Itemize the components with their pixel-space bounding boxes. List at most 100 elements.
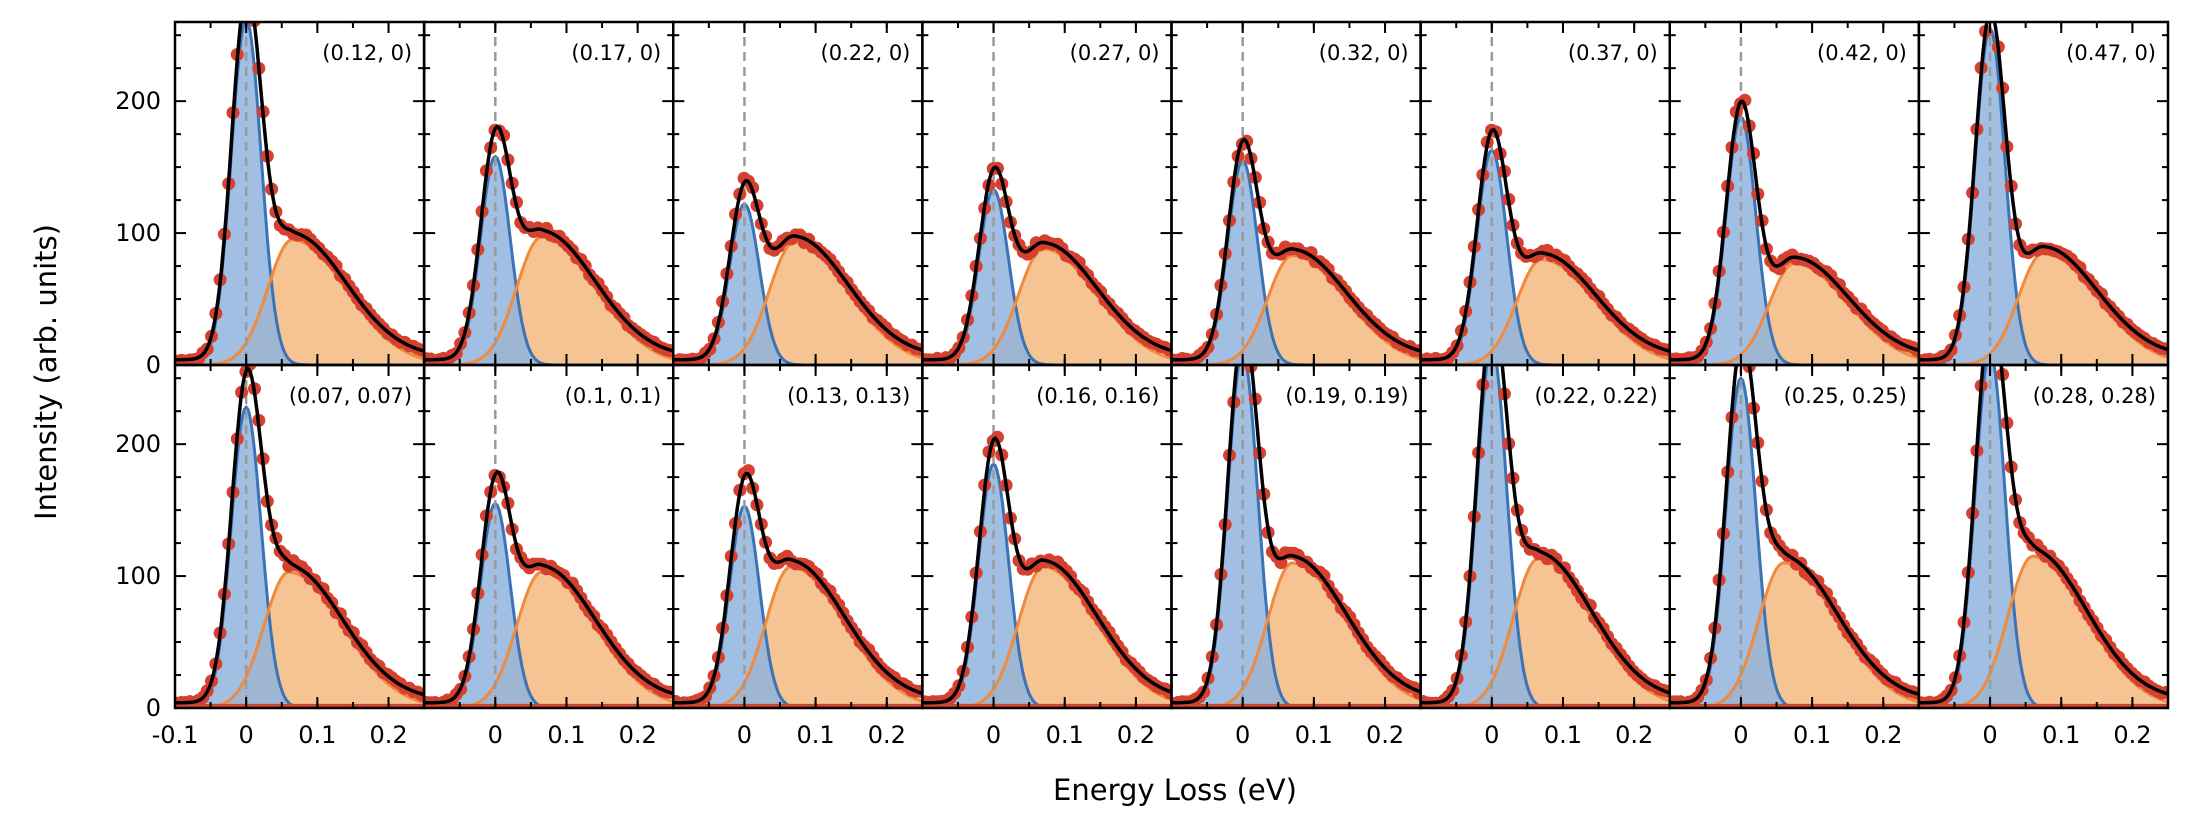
x-tick-label: 0 <box>986 721 1001 749</box>
elastic-peak-area <box>1171 160 1421 365</box>
panel-3: (0.22, 0) <box>672 20 924 367</box>
total-fit-line <box>1669 365 1919 705</box>
inelastic-peak-area <box>922 248 1172 365</box>
panel-label: (0.22, 0) <box>821 41 911 65</box>
x-tick-label: 0 <box>1733 721 1748 749</box>
inelastic-peak-area <box>1918 252 2168 365</box>
panel-label: (0.32, 0) <box>1319 41 1409 65</box>
panel-plot-area <box>673 22 923 365</box>
x-tick-label: -0.1 <box>152 721 199 749</box>
y-tick-labels: 0 100 200 0 100 200 <box>115 87 161 722</box>
inelastic-peak-area <box>1918 556 2168 708</box>
panel-plot-area <box>175 9 425 365</box>
total-fit-line <box>424 469 674 705</box>
panel-plot-area <box>1420 22 1670 365</box>
panel-8: (0.47, 0) <box>1917 9 2170 367</box>
x-tick-label: 0.1 <box>298 721 336 749</box>
inelastic-peak-area <box>1669 562 1919 708</box>
panel-plot-area <box>424 365 674 708</box>
y-tick-label: 100 <box>115 562 161 590</box>
inelastic-peak-area <box>175 239 425 365</box>
x-tick-label: 0.1 <box>1295 721 1333 749</box>
panel-4: (0.27, 0) <box>921 20 1173 367</box>
total-fit-line <box>1918 365 2168 705</box>
y-tick-label: 0 <box>146 351 161 379</box>
panel-label: (0.25, 0.25) <box>1784 384 1907 408</box>
panel-label: (0.07, 0.07) <box>289 384 412 408</box>
data-point <box>244 9 257 22</box>
x-tick-label: 0.2 <box>369 721 407 749</box>
total-fit-line <box>1669 99 1919 362</box>
total-fit-line <box>922 436 1172 705</box>
x-tick-label: 0.1 <box>2042 721 2080 749</box>
panel-label: (0.22, 0.22) <box>1534 384 1657 408</box>
data-point <box>1988 9 2001 22</box>
inelastic-peak-area <box>673 242 923 365</box>
y-tick-label: 100 <box>115 219 161 247</box>
panel-plot-area <box>922 22 1172 365</box>
x-tick-label: 0.2 <box>1366 721 1404 749</box>
panel-label: (0.37, 0) <box>1568 41 1658 65</box>
x-tick-label: 0 <box>488 721 503 749</box>
panel-13: (0.19, 0.19) <box>1170 363 1422 710</box>
panel-plot-area <box>1171 22 1421 365</box>
panel-10: (0.1, 0.1) <box>422 363 675 710</box>
panel-11: (0.13, 0.13) <box>672 363 924 710</box>
total-fit-line <box>175 22 425 362</box>
x-tick-label: 0.1 <box>1793 721 1831 749</box>
y-tick-label: 200 <box>115 87 161 115</box>
panel-7: (0.42, 0) <box>1668 20 1921 367</box>
y-tick-label: 0 <box>146 694 161 722</box>
elastic-peak-area <box>1669 378 1919 708</box>
x-tick-label: 0.2 <box>868 721 906 749</box>
panel-frame <box>1917 363 2170 710</box>
data-point <box>1983 9 1996 22</box>
panel-plot-area <box>1669 22 1919 365</box>
x-tick-label: 0 <box>1982 721 1997 749</box>
panel-label: (0.42, 0) <box>1817 41 1907 65</box>
elastic-peak-area <box>922 463 1172 708</box>
panel-2: (0.17, 0) <box>422 20 675 367</box>
panel-label: (0.19, 0.19) <box>1285 384 1408 408</box>
x-tick-label: 0.2 <box>619 721 657 749</box>
panel-12: (0.16, 0.16) <box>921 363 1173 710</box>
elastic-peak-area <box>175 407 425 708</box>
panel-plot-area <box>1420 365 1670 708</box>
inelastic-peak-area <box>1420 558 1670 708</box>
inelastic-peak-area <box>1669 263 1919 365</box>
panel-16: (0.28, 0.28) <box>1917 363 2170 710</box>
inelastic-peak-area <box>175 572 425 708</box>
x-tick-label: 0 <box>1235 721 1250 749</box>
panel-label: (0.13, 0.13) <box>787 384 910 408</box>
panel-14: (0.22, 0.22) <box>1419 363 1671 710</box>
total-fit-line <box>424 124 674 362</box>
inelastic-peak-area <box>922 566 1172 708</box>
x-tick-label: 0 <box>1484 721 1499 749</box>
panel-plot-area <box>673 365 923 708</box>
y-tick-label: 200 <box>115 430 161 458</box>
x-tick-label: 0.1 <box>1046 721 1084 749</box>
elastic-peak-area <box>175 22 425 365</box>
total-fit-line <box>1420 365 1670 705</box>
x-tick-label: 0.2 <box>1117 721 1155 749</box>
panel-plot-area <box>175 365 425 708</box>
panel-label: (0.47, 0) <box>2066 41 2156 65</box>
panel-15: (0.25, 0.25) <box>1668 363 1921 710</box>
panel-plot-area <box>1918 365 2168 708</box>
total-fit-line <box>922 165 1172 362</box>
panel-plot-area <box>922 365 1172 708</box>
panel-label: (0.17, 0) <box>571 41 661 65</box>
total-fit-line <box>1171 137 1421 362</box>
elastic-peak-area <box>922 189 1172 365</box>
y-axis-label: Intensity (arb. units) <box>29 224 63 520</box>
x-tick-label: 0.1 <box>1544 721 1582 749</box>
data-point <box>1317 569 1331 583</box>
inelastic-peak-area <box>673 566 923 708</box>
x-tick-label: 0.2 <box>1864 721 1902 749</box>
data-point <box>239 9 252 22</box>
inelastic-peak-area <box>1171 562 1421 708</box>
inelastic-peak-area <box>1420 259 1670 365</box>
elastic-peak-area <box>1918 28 2168 365</box>
inelastic-peak-area <box>424 572 674 708</box>
x-tick-label: 0.1 <box>547 721 585 749</box>
